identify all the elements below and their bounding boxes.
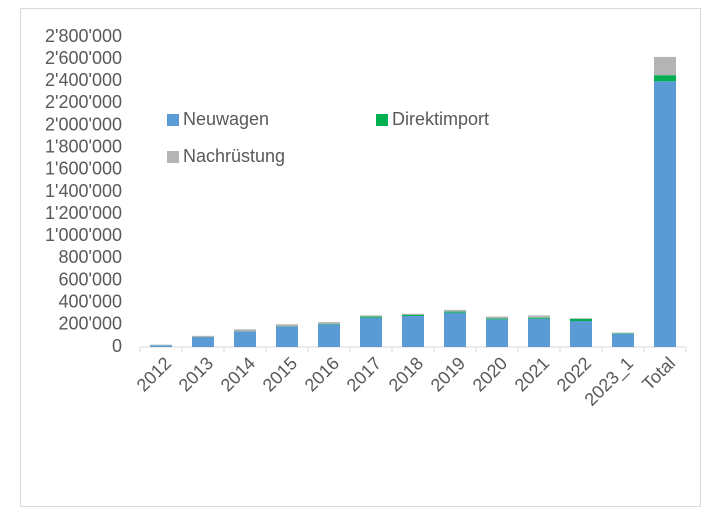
- bar-segment: [402, 314, 424, 315]
- bar-segment: [276, 327, 298, 347]
- bar-segment: [612, 333, 634, 334]
- legend-label: Neuwagen: [183, 109, 269, 129]
- y-tick-label: 1'000'000: [45, 225, 122, 245]
- bar-segment: [444, 310, 466, 312]
- y-tick-label: 1'200'000: [45, 203, 122, 223]
- bar-segment: [192, 336, 214, 337]
- y-tick-label: 1'400'000: [45, 181, 122, 201]
- legend-swatch: [167, 114, 179, 126]
- legend-label: Nachrüstung: [183, 146, 285, 166]
- bar-segment: [402, 315, 424, 316]
- x-tick-label: 2012: [133, 353, 175, 395]
- bar-segment: [360, 315, 382, 316]
- x-tick-label: Total: [638, 353, 679, 394]
- bar-segment: [528, 315, 550, 317]
- bar-segment: [612, 334, 634, 347]
- x-tick-label: 2015: [259, 353, 301, 395]
- y-tick-label: 2'600'000: [45, 48, 122, 68]
- y-tick-label: 600'000: [58, 269, 122, 289]
- y-tick-label: 2'200'000: [45, 92, 122, 112]
- y-tick-label: 400'000: [58, 291, 122, 311]
- bar-segment: [234, 329, 256, 331]
- bar-segment: [444, 313, 466, 347]
- bar-segment: [444, 312, 466, 313]
- y-tick-label: 2'400'000: [45, 70, 122, 90]
- chart-border: [21, 9, 701, 507]
- bar-segment: [486, 318, 508, 319]
- legend-swatch: [167, 151, 179, 163]
- y-tick-label: 2'800'000: [45, 26, 122, 46]
- bar-segment: [654, 75, 676, 81]
- y-tick-label: 200'000: [58, 314, 122, 334]
- x-tick-label: 2020: [469, 353, 511, 395]
- bar-segment: [528, 318, 550, 319]
- bar-segment: [612, 333, 634, 334]
- x-tick-label: 2016: [301, 353, 343, 395]
- x-tick-label: 2018: [385, 353, 427, 395]
- y-tick-label: 0: [112, 336, 122, 356]
- y-tick-label: 1'600'000: [45, 159, 122, 179]
- bar-segment: [528, 319, 550, 347]
- bar-segment: [570, 321, 592, 347]
- bar-segment: [276, 324, 298, 326]
- x-tick-label: 2019: [427, 353, 469, 395]
- bar-segment: [654, 81, 676, 347]
- bar-segment: [318, 324, 340, 347]
- bar-segment: [150, 345, 172, 347]
- bar-segment: [360, 317, 382, 318]
- y-tick-label: 800'000: [58, 247, 122, 267]
- bar-segment: [318, 324, 340, 325]
- y-tick-label: 1'800'000: [45, 136, 122, 156]
- bar-segment: [654, 57, 676, 75]
- x-tick-label: 2021: [511, 353, 553, 395]
- bar-segment: [402, 316, 424, 347]
- bar-segment: [486, 317, 508, 319]
- bar-segment: [570, 319, 592, 321]
- legend-swatch: [376, 114, 388, 126]
- legend-label: Direktimport: [392, 109, 489, 129]
- bar-segment: [570, 318, 592, 319]
- bar-segment: [192, 337, 214, 347]
- bar-segment: [360, 318, 382, 347]
- bar-segment: [150, 345, 172, 346]
- x-tick-label: 2013: [175, 353, 217, 395]
- y-tick-label: 2'000'000: [45, 114, 122, 134]
- bar-segment: [234, 332, 256, 348]
- x-tick-label: 2017: [343, 353, 385, 395]
- bar-segment: [318, 322, 340, 324]
- x-tick-label: 2014: [217, 353, 259, 395]
- bar-segment: [486, 319, 508, 347]
